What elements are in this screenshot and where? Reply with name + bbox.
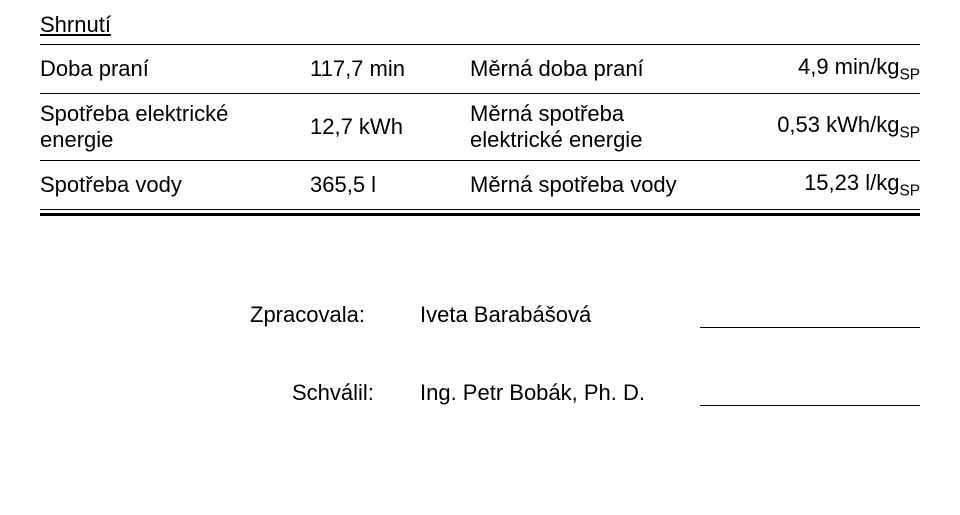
- value-duration: 117,7 min: [310, 56, 470, 82]
- value-energy: 12,7 kWh: [310, 114, 470, 140]
- page: Shrnutí Doba praní 117,7 min Měrná doba …: [0, 0, 960, 406]
- approved-label: Schválil:: [292, 380, 420, 406]
- processed-label: Zpracovala:: [250, 302, 420, 328]
- approved-name: Ing. Petr Bobák, Ph. D.: [420, 380, 690, 406]
- metric-label-energy-line2: elektrické energie: [470, 127, 750, 153]
- label-duration: Doba praní: [40, 56, 310, 82]
- divider-thick: [40, 213, 920, 216]
- signature-row-processed: Zpracovala: Iveta Barabášová: [40, 294, 920, 328]
- summary-row: Spotřeba vody 365,5 l Měrná spotřeba vod…: [40, 161, 920, 209]
- signature-line: [700, 293, 920, 328]
- metric-label-energy-line1: Měrná spotřeba: [470, 101, 750, 127]
- section-title: Shrnutí: [40, 12, 920, 38]
- label-energy-line1: Spotřeba elektrické: [40, 101, 310, 127]
- metric-value-subscript: SP: [899, 182, 920, 199]
- metric-value-prefix: 0,53 kWh/kg: [777, 112, 899, 137]
- signature-row-approved: Schválil: Ing. Petr Bobák, Ph. D.: [40, 372, 920, 406]
- metric-value-subscript: SP: [899, 124, 920, 141]
- label-energy-line2: energie: [40, 127, 310, 153]
- summary-row: Doba praní 117,7 min Měrná doba praní 4,…: [40, 45, 920, 93]
- metric-label-duration: Měrná doba praní: [470, 56, 750, 82]
- metric-value-prefix: 4,9 min/kg: [798, 54, 900, 79]
- metric-value-water: 15,23 l/kgSP: [750, 170, 920, 201]
- signature-line: [700, 371, 920, 406]
- label-energy: Spotřeba elektrické energie: [40, 101, 310, 154]
- metric-value-energy: 0,53 kWh/kgSP: [750, 112, 920, 143]
- metric-label-water: Měrná spotřeba vody: [470, 172, 750, 198]
- signatures: Zpracovala: Iveta Barabášová Schválil: I…: [40, 294, 920, 406]
- metric-value-prefix: 15,23 l/kg: [804, 170, 899, 195]
- metric-value-duration: 4,9 min/kgSP: [750, 54, 920, 85]
- metric-value-subscript: SP: [899, 66, 920, 83]
- processed-name: Iveta Barabášová: [420, 302, 690, 328]
- value-water: 365,5 l: [310, 172, 470, 198]
- summary-row: Spotřeba elektrické energie 12,7 kWh Měr…: [40, 94, 920, 160]
- metric-label-energy: Měrná spotřeba elektrické energie: [470, 101, 750, 154]
- label-water: Spotřeba vody: [40, 172, 310, 198]
